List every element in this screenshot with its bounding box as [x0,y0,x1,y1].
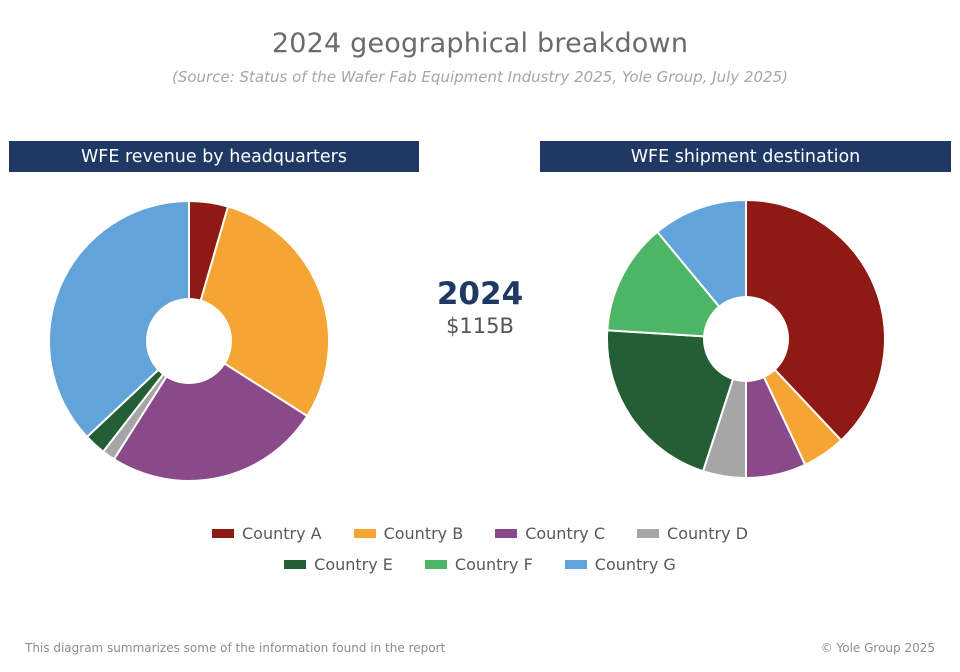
shipment-slice-country-a [745,199,886,442]
legend-swatch [564,560,587,569]
footer-copyright: © Yole Group 2025 [820,641,935,655]
shipment-donut-hole [703,296,789,382]
revenue-slice-country-g [47,200,190,438]
revenue-slice-country-c [112,340,309,482]
legend-item-country-d: Country D [637,524,748,543]
legend-label: Country B [383,524,464,543]
legend-swatch [495,529,518,538]
legend-row-2: Country E Country F Country G [0,555,960,574]
legend-label: Country D [667,524,748,543]
legend-item-country-c: Country C [495,524,605,543]
legend-label: Country G [594,555,676,574]
legend-swatch [424,560,447,569]
revenue-chart-header: WFE revenue by headquarters [9,141,419,172]
revenue-slice-country-b [188,205,330,418]
legend-swatch [211,529,234,538]
revenue-donut-hole [146,298,232,384]
legend-swatch [284,560,307,569]
legend-row-1: Country A Country B Country C Country D [0,524,960,543]
legend-item-country-g: Country G [564,555,676,574]
legend-label: Country C [525,524,606,543]
legend-label: Country A [241,524,322,543]
legend-item-country-b: Country B [353,524,464,543]
legend-swatch [353,529,376,538]
shipment-slice-country-e [605,329,747,473]
footer-note: This diagram summarizes some of the info… [25,641,446,655]
legend-item-country-a: Country A [211,524,322,543]
shipment-chart-header: WFE shipment destination [540,141,951,172]
legend-item-country-e: Country E [284,555,393,574]
legend-label: Country E [314,555,393,574]
center-year: 2024 [436,276,524,312]
shipment-slice-country-f [606,230,747,340]
center-total-value: $115B [446,314,514,338]
legend-item-country-f: Country F [424,555,533,574]
page-subtitle: (Source: Status of the Wafer Fab Equipme… [172,68,788,86]
legend-label: Country F [454,555,533,574]
page-title: 2024 geographical breakdown [271,28,689,59]
legend-swatch [637,529,660,538]
